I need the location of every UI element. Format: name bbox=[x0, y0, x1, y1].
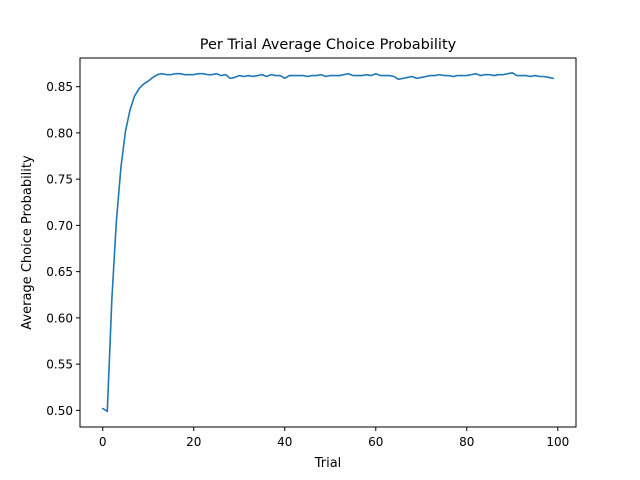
x-tick-label: 80 bbox=[459, 435, 474, 449]
y-tick-label: 0.50 bbox=[46, 404, 73, 418]
x-tick-label: 20 bbox=[186, 435, 201, 449]
y-tick-label: 0.55 bbox=[46, 358, 73, 372]
y-tick-label: 0.70 bbox=[46, 219, 73, 233]
series-line-0 bbox=[101, 72, 555, 413]
plot-area bbox=[101, 72, 555, 413]
y-tick-label: 0.80 bbox=[46, 126, 73, 140]
y-axis-label: Average Choice Probability bbox=[20, 155, 35, 330]
x-axis-label: Trial bbox=[314, 456, 342, 471]
y-tick-label: 0.85 bbox=[46, 80, 73, 94]
y-tick-label: 0.65 bbox=[46, 265, 73, 279]
x-tick-label: 40 bbox=[277, 435, 292, 449]
y-axis: 0.50 0.55 0.60 0.65 0.70 0.75 0.80 0.85 bbox=[46, 80, 80, 418]
chart-title: Per Trial Average Choice Probability bbox=[200, 37, 457, 53]
y-tick-label: 0.75 bbox=[46, 173, 73, 187]
x-tick-label: 0 bbox=[99, 435, 107, 449]
y-tick-label: 0.60 bbox=[46, 311, 73, 325]
plot-frame bbox=[79, 57, 577, 428]
x-tick-label: 100 bbox=[546, 435, 569, 449]
x-axis: 0 20 40 60 80 100 bbox=[99, 427, 569, 449]
x-tick-label: 60 bbox=[368, 435, 383, 449]
